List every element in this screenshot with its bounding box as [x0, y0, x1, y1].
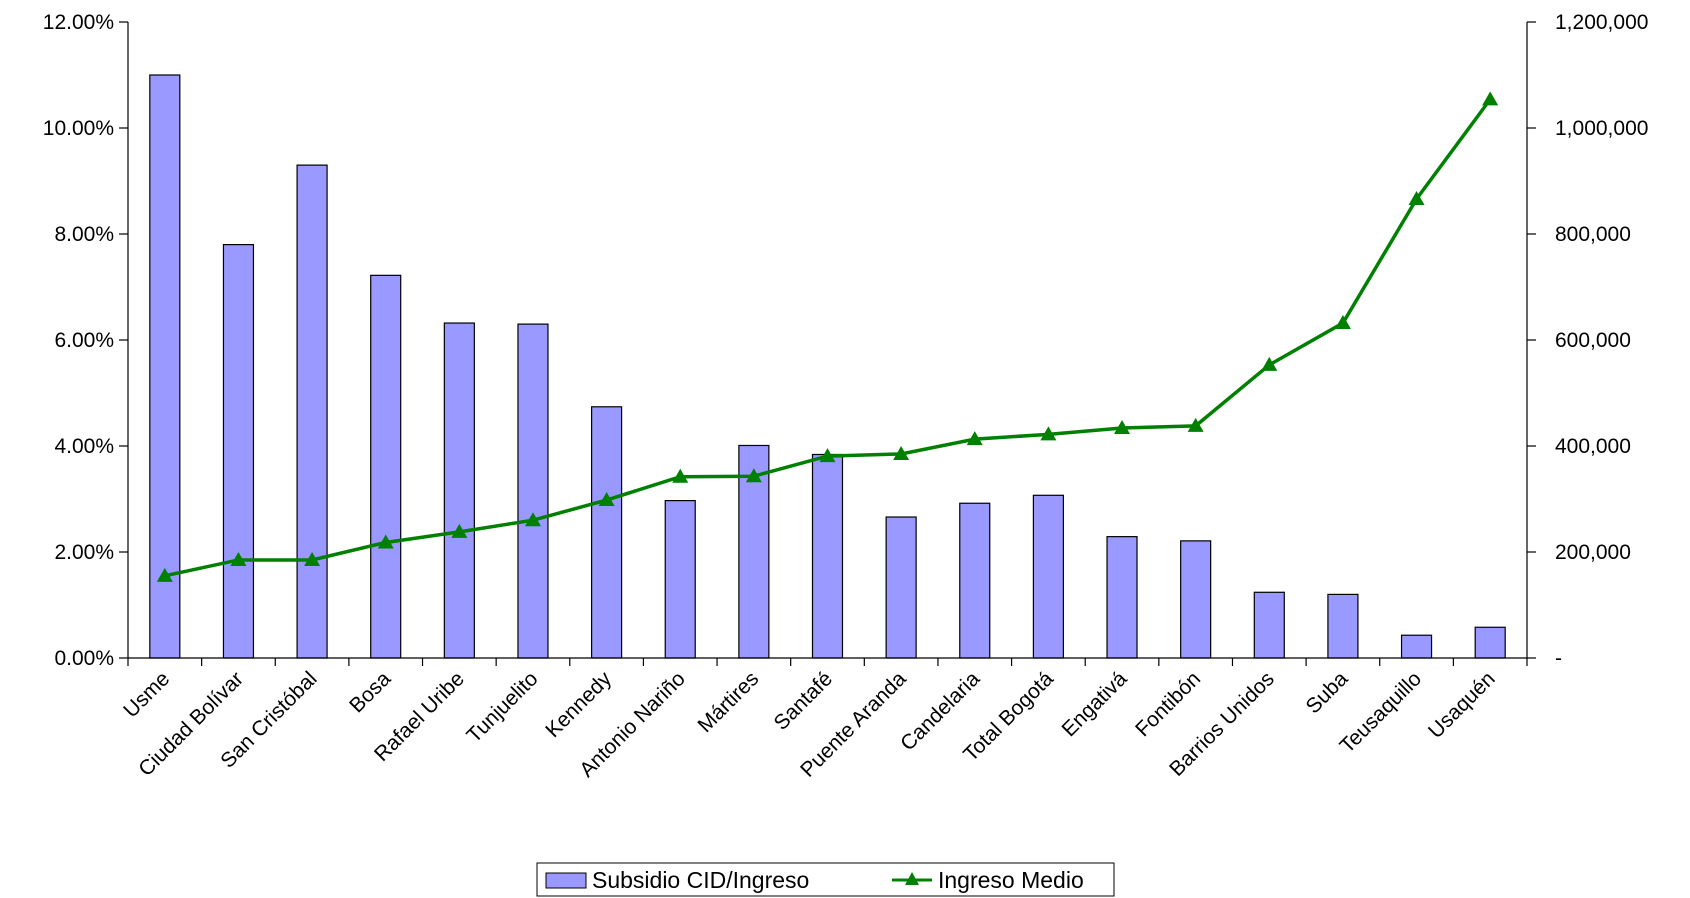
right-tick-label: 1,000,000 — [1555, 117, 1648, 140]
line-point-marker — [1408, 191, 1425, 206]
legend-label-bar: Subsidio CID/Ingreso — [592, 867, 809, 893]
line-series — [156, 91, 1499, 582]
bar — [959, 502, 991, 659]
right-tick-label: 600,000 — [1555, 329, 1631, 352]
left-tick-label: 4.00% — [54, 435, 114, 458]
category-label: Usaquén — [1424, 667, 1500, 743]
right-tick-label: 400,000 — [1555, 435, 1631, 458]
line-point-marker — [1261, 356, 1278, 371]
left-tick-label: 8.00% — [54, 223, 114, 246]
line-point-marker — [304, 551, 321, 566]
left-tick-label: 6.00% — [54, 329, 114, 352]
line-point-marker — [1114, 419, 1131, 434]
line-point-marker — [377, 534, 394, 549]
category-label: Tunjuelito — [462, 667, 542, 747]
category-label: Suba — [1302, 667, 1353, 718]
bar — [370, 274, 402, 659]
bar — [517, 323, 549, 659]
left-axis-ticks: 0.00% 2.00% 4.00% 6.00% 8.00% 10.00% 12.00% — [43, 11, 128, 670]
bar — [443, 322, 475, 659]
line-point-marker — [1040, 426, 1057, 441]
line-point-marker — [1334, 315, 1351, 330]
left-tick-label: 10.00% — [43, 117, 114, 140]
right-tick-label: - — [1555, 647, 1562, 670]
bar — [1327, 593, 1359, 659]
bar — [149, 74, 181, 659]
bar — [1106, 536, 1138, 659]
bar — [1400, 634, 1433, 659]
line-point-marker — [1482, 91, 1499, 106]
right-tick-label: 1,200,000 — [1555, 11, 1648, 34]
category-label: Fontibón — [1131, 667, 1205, 741]
legend-bar-swatch — [545, 872, 587, 889]
legend-box — [536, 862, 1115, 897]
category-label: Usme — [119, 667, 174, 722]
line-point-marker — [893, 445, 910, 460]
right-tick-label: 200,000 — [1555, 541, 1631, 564]
left-tick-label: 2.00% — [54, 541, 114, 564]
category-label: Bosa — [345, 667, 395, 717]
bar — [222, 244, 255, 659]
left-tick-label: 12.00% — [43, 11, 114, 34]
line-point-marker — [230, 551, 247, 566]
bar-series — [149, 74, 1506, 659]
right-axis-ticks: - 200,000 400,000 600,000 800,000 1,000,000 1,… — [1527, 11, 1648, 670]
line-point-marker — [156, 567, 173, 582]
bar — [664, 499, 696, 659]
line-point-marker — [451, 523, 468, 538]
line-point-marker — [524, 512, 541, 527]
line-point-marker — [598, 492, 615, 507]
bar — [811, 453, 844, 659]
bar — [885, 516, 917, 659]
legend-label-line: Ingreso Medio — [938, 867, 1084, 893]
category-label: Engativá — [1058, 667, 1132, 741]
category-label: Kennedy — [541, 667, 616, 742]
bar — [1474, 626, 1506, 659]
bar — [1253, 591, 1285, 659]
right-tick-label: 800,000 — [1555, 223, 1631, 246]
line-point-marker — [672, 468, 689, 483]
line-point-marker — [819, 448, 836, 463]
bar — [591, 406, 623, 659]
category-label: Mártires — [694, 667, 764, 737]
legend: Subsidio CID/Ingreso Ingreso Medio — [536, 862, 1115, 897]
left-tick-label: 0.00% — [54, 647, 114, 670]
bar — [296, 164, 328, 659]
category-label: Santafé — [770, 667, 837, 734]
line-point-marker — [1187, 417, 1204, 432]
bar — [1032, 494, 1064, 659]
legend-line-marker — [905, 872, 919, 885]
line-point-marker — [966, 431, 983, 446]
bar — [1180, 540, 1212, 659]
line-point-marker — [745, 468, 762, 483]
